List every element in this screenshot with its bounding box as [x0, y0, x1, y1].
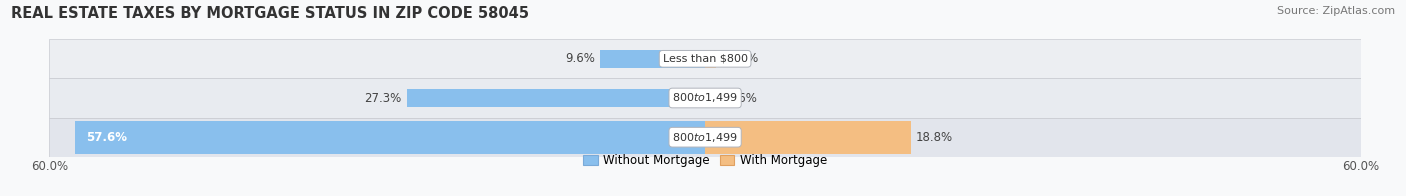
- Bar: [49, 78, 1361, 118]
- Legend: Without Mortgage, With Mortgage: Without Mortgage, With Mortgage: [579, 150, 831, 172]
- Bar: [600, 50, 706, 68]
- Text: REAL ESTATE TAXES BY MORTGAGE STATUS IN ZIP CODE 58045: REAL ESTATE TAXES BY MORTGAGE STATUS IN …: [11, 6, 529, 21]
- Bar: [406, 89, 706, 107]
- Text: 27.3%: 27.3%: [364, 92, 401, 104]
- Text: Less than $800: Less than $800: [662, 54, 748, 64]
- Bar: [49, 39, 1361, 78]
- Text: 1.6%: 1.6%: [728, 92, 758, 104]
- Text: Source: ZipAtlas.com: Source: ZipAtlas.com: [1277, 6, 1395, 16]
- Bar: [76, 121, 706, 154]
- Bar: [706, 89, 723, 107]
- Text: 57.6%: 57.6%: [86, 131, 128, 144]
- Text: 9.6%: 9.6%: [565, 52, 595, 65]
- Bar: [49, 118, 1361, 157]
- Text: 18.8%: 18.8%: [917, 131, 953, 144]
- Bar: [706, 121, 911, 154]
- Text: $800 to $1,499: $800 to $1,499: [672, 92, 738, 104]
- Text: 0.99%: 0.99%: [721, 52, 759, 65]
- Bar: [706, 50, 716, 68]
- Text: $800 to $1,499: $800 to $1,499: [672, 131, 738, 144]
